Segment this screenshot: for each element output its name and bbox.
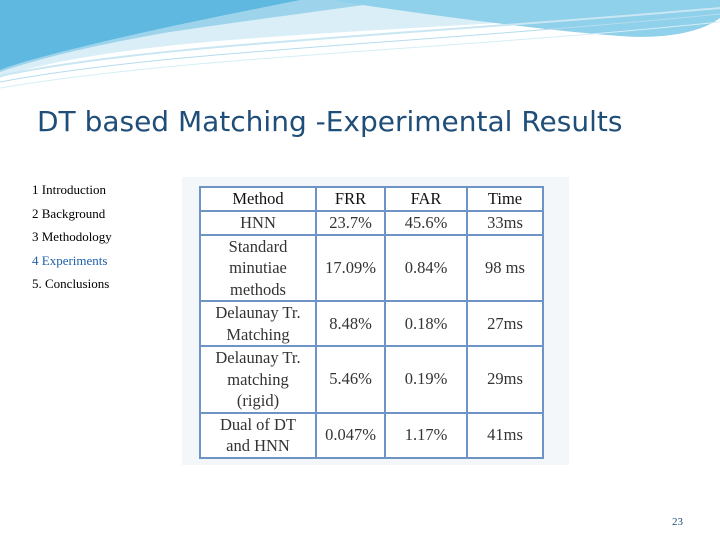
- method-line: methods: [230, 279, 286, 299]
- results-table-panel: Method FRR FAR Time HNN 23.7% 45.6% 33ms…: [182, 177, 569, 465]
- header-swoosh-decoration: [0, 0, 720, 89]
- nav-item-introduction[interactable]: 1 Introduction: [32, 182, 107, 197]
- column-header-method: Method: [199, 186, 317, 212]
- method-cell: Standard minutiae methods: [199, 233, 317, 302]
- method-line: Delaunay Tr.: [215, 303, 301, 322]
- column-header-far: FAR: [384, 186, 468, 212]
- nav-item-methodology[interactable]: 3 Methodology: [32, 229, 112, 244]
- method-line: and HNN: [226, 436, 290, 455]
- frr-cell: 0.047%: [315, 411, 386, 459]
- column-header-time: Time: [466, 186, 544, 212]
- far-cell: 45.6%: [384, 210, 468, 236]
- table-row: Delaunay Tr. Matching 8.48% 0.18% 27ms: [199, 300, 544, 347]
- method-line: (rigid): [236, 391, 280, 410]
- table-row: Delaunay Tr. matching (rigid) 5.46% 0.19…: [199, 345, 544, 414]
- method-cell: Delaunay Tr. Matching: [199, 300, 317, 347]
- table-row: Standard minutiae methods 17.09% 0.84% 9…: [199, 233, 544, 302]
- frr-cell: 5.46%: [315, 345, 386, 414]
- nav-item-background[interactable]: 2 Background: [32, 205, 106, 221]
- method-cell: Delaunay Tr. matching (rigid): [199, 345, 317, 414]
- table-row: HNN 23.7% 45.6% 33ms: [199, 210, 544, 236]
- far-cell: 0.84%: [384, 233, 468, 302]
- method-line: matching: [227, 369, 289, 389]
- method-cell: HNN: [199, 210, 317, 236]
- frr-cell: 17.09%: [315, 233, 386, 302]
- method-line: Matching: [226, 324, 290, 344]
- method-line: HNN: [240, 213, 276, 232]
- method-line: Dual of DT: [219, 414, 297, 434]
- section-nav: 1 Introduction 2 Background 3 Methodolog…: [32, 182, 112, 300]
- method-cell: Dual of DT and HNN: [199, 411, 317, 459]
- results-table: Method FRR FAR Time HNN 23.7% 45.6% 33ms…: [199, 186, 544, 459]
- time-cell: 29ms: [466, 345, 544, 414]
- far-cell: 0.18%: [384, 300, 468, 347]
- frr-cell: 23.7%: [315, 210, 386, 236]
- time-cell: 41ms: [466, 411, 544, 459]
- nav-item-experiments[interactable]: 4 Experiments: [32, 252, 108, 268]
- table-header-row: Method FRR FAR Time: [199, 186, 544, 212]
- time-cell: 98 ms: [466, 233, 544, 302]
- table-row: Dual of DT and HNN 0.047% 1.17% 41ms: [199, 411, 544, 459]
- page-number: 23: [672, 516, 683, 528]
- far-cell: 0.19%: [384, 345, 468, 414]
- slide-title: DT based Matching -Experimental Results: [37, 105, 623, 138]
- method-line: Standard: [228, 236, 288, 256]
- column-header-frr: FRR: [315, 186, 386, 212]
- time-cell: 27ms: [466, 300, 544, 347]
- frr-cell: 8.48%: [315, 300, 386, 347]
- method-line: Delaunay Tr.: [215, 348, 301, 367]
- time-cell: 33ms: [466, 210, 544, 236]
- method-line: minutiae: [229, 258, 287, 277]
- far-cell: 1.17%: [384, 411, 468, 459]
- nav-item-conclusions[interactable]: 5. Conclusions: [32, 276, 110, 291]
